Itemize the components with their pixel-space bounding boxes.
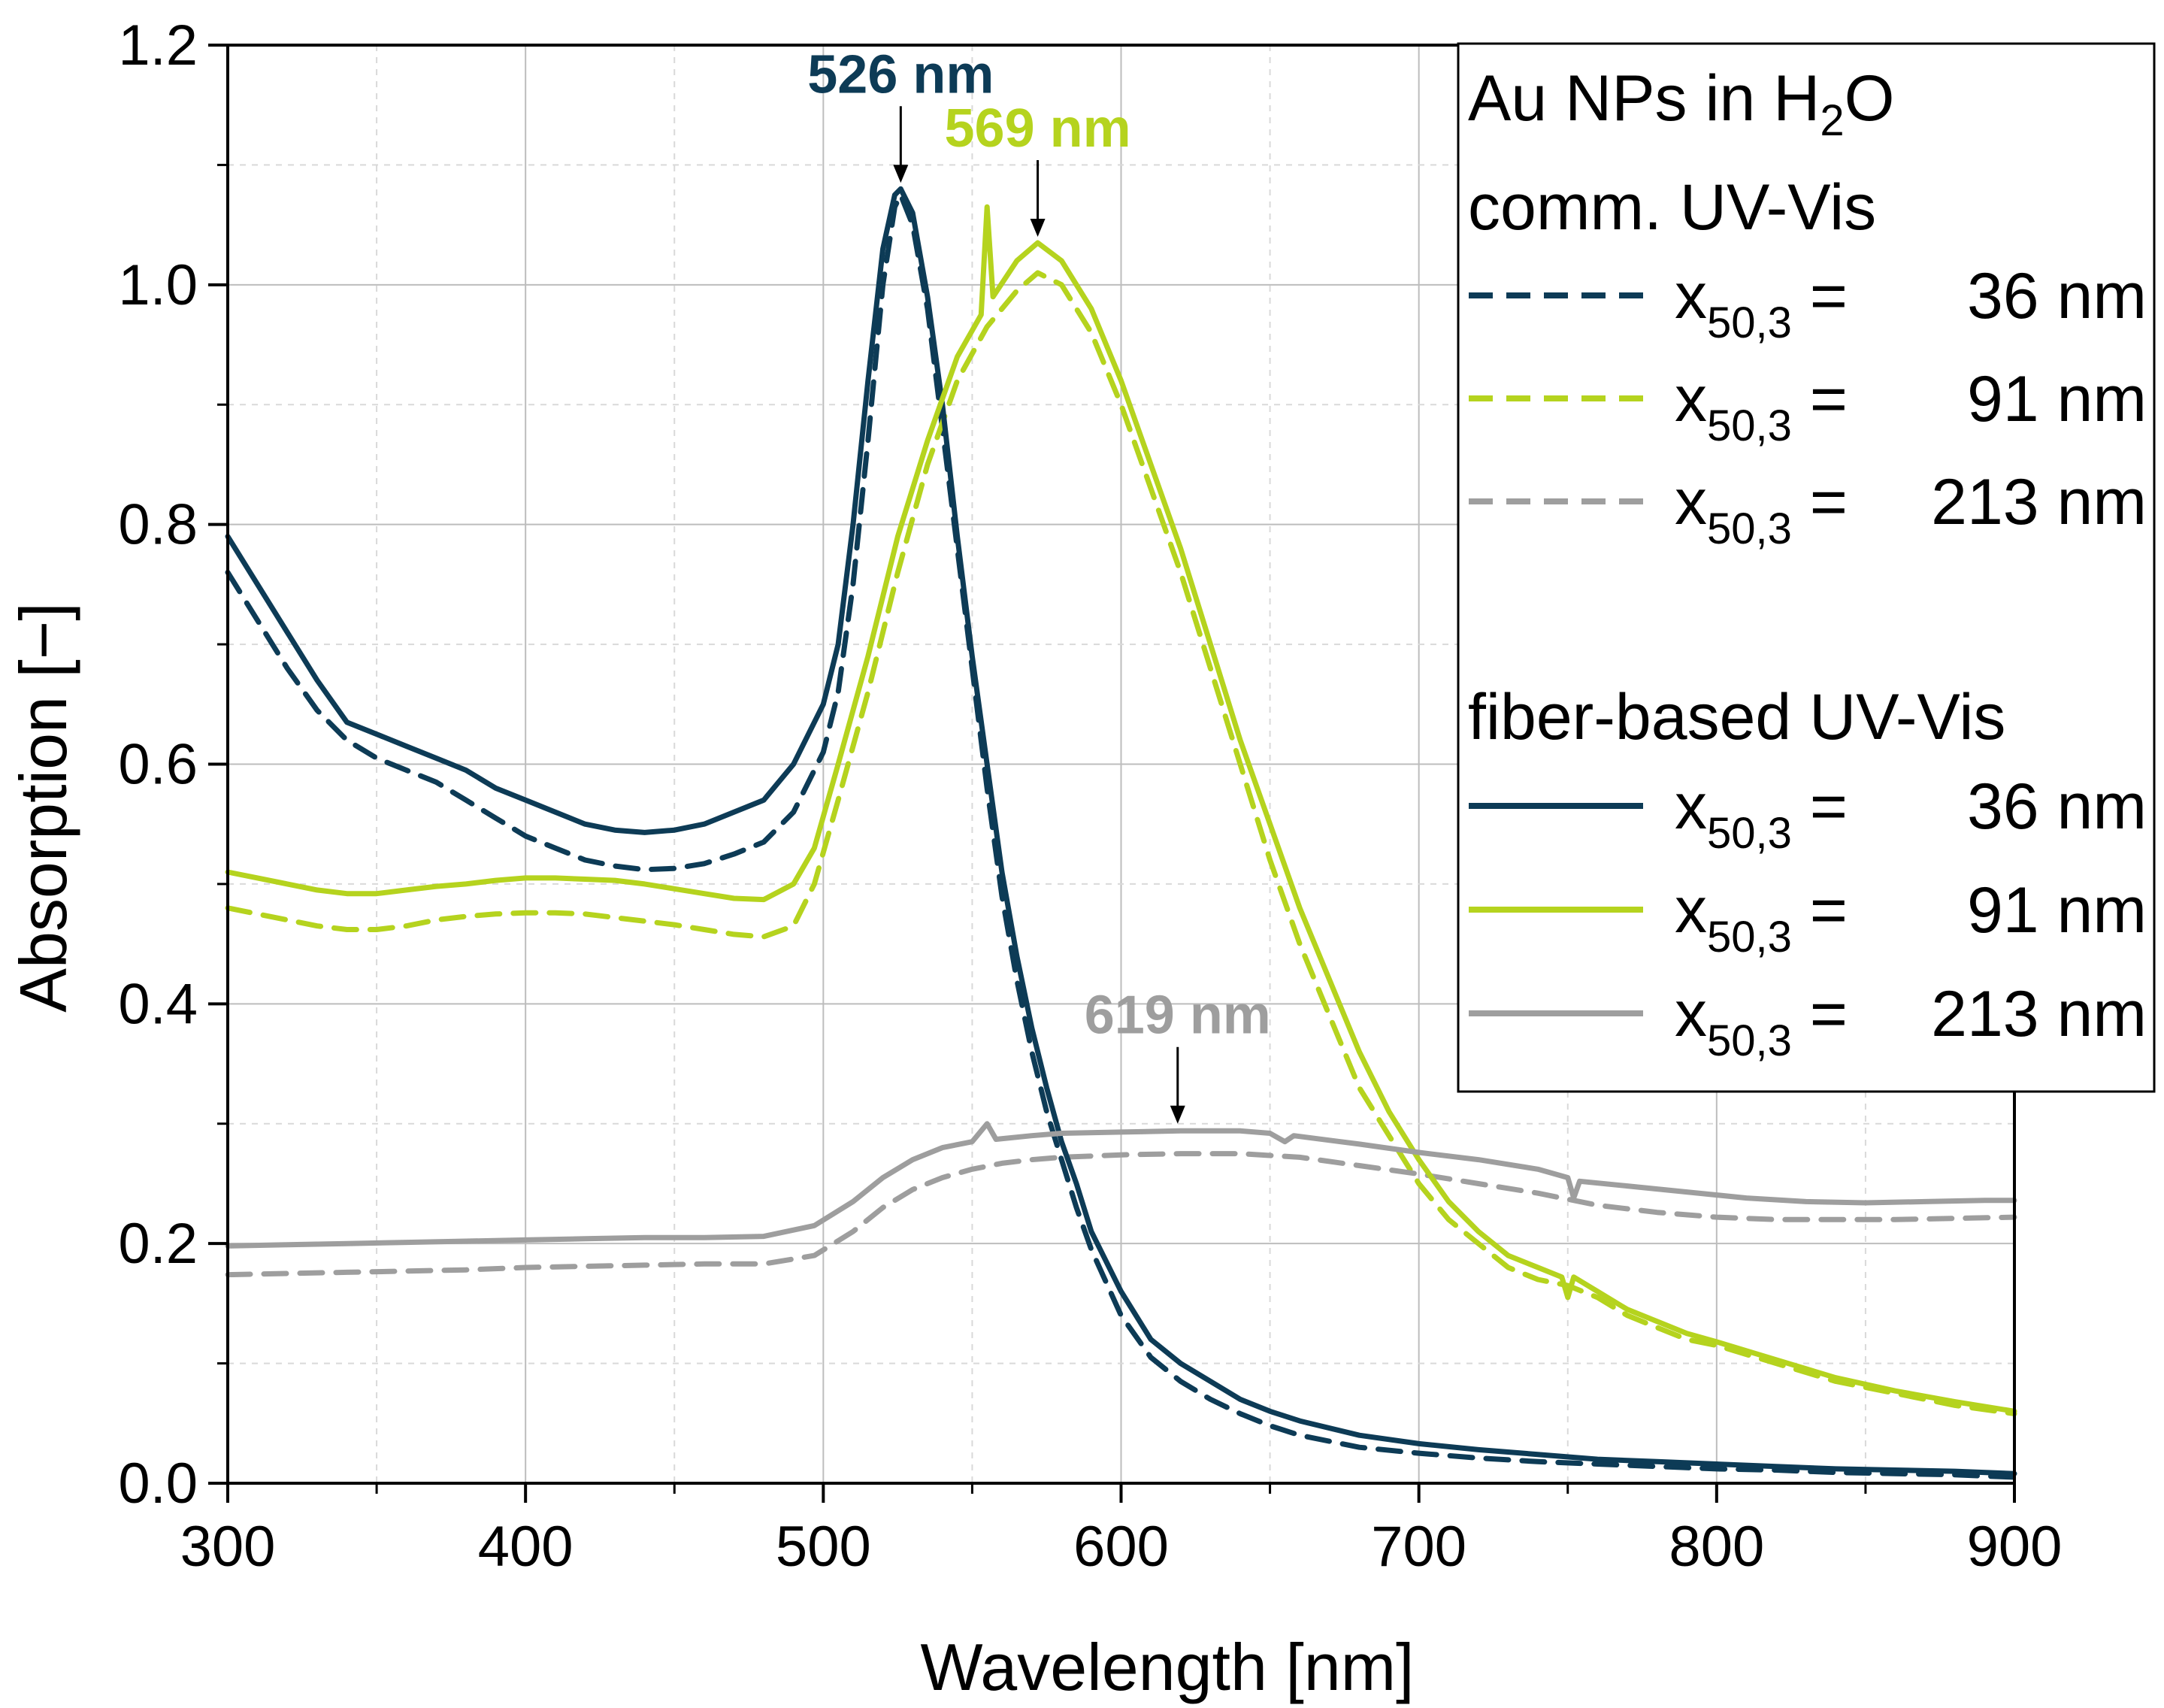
legend-group1-title-subscript: 2 [1820, 96, 1844, 145]
plot-series [225, 186, 2017, 1480]
legend-box [1457, 42, 2156, 1093]
legend-entry-value: 36 nm [1967, 771, 2147, 843]
y-tick-label: 1.0 [118, 253, 198, 317]
legend-group1-title: Au NPs in H2O [1468, 62, 1895, 145]
annotation-label: 619 nm [1085, 986, 1271, 1046]
series-line-fiber-5 [225, 1121, 2017, 1249]
x-tick-label: 500 [776, 1515, 871, 1579]
y-tick-label: 0.0 [118, 1452, 198, 1516]
series-line-comm-1 [225, 270, 2017, 1416]
legend-entry-label: x50,3 = [1675, 978, 1848, 1065]
legend-entry-value: 213 nm [1931, 466, 2147, 538]
legend-group1-title-main: Au NPs in H [1468, 62, 1820, 135]
legend-group1-title-end: O [1845, 62, 1895, 135]
legend-entry-label: x50,3 = [1675, 363, 1848, 450]
x-axis-label: Wavelength [nm] [920, 1630, 1414, 1704]
legend-entries: x50,3 = 36 nm x50,3 = 91 nm x50,3 = 213 nm x50… [1469, 260, 2147, 1065]
axis-ticks: 300 400 500 600 700 800 900 0.0 0.2 0.4 0.6 0.8 1.0 1… [118, 14, 2062, 1579]
legend-entry-value: 91 nm [1967, 363, 2147, 435]
legend-entry-label: x50,3 = [1675, 771, 1848, 858]
x-tick-label: 600 [1073, 1515, 1169, 1579]
legend-entry-value: 91 nm [1967, 874, 2147, 946]
y-tick-label: 1.2 [118, 14, 198, 77]
series-line-comm-2 [225, 1151, 2017, 1278]
y-tick-label: 0.2 [118, 1212, 198, 1276]
y-tick-label: 0.4 [118, 972, 198, 1036]
annotation-arrowhead [1030, 219, 1046, 238]
legend-entry-label: x50,3 = [1675, 874, 1848, 962]
x-tick-label: 700 [1371, 1515, 1466, 1579]
series-line-fiber-4 [225, 204, 2017, 1414]
y-tick-label: 0.8 [118, 493, 198, 557]
legend-group1-subtitle: comm. UV-Vis [1468, 171, 1876, 244]
legend-entry-label: x50,3 = [1675, 260, 1848, 347]
legend: Au NPs in H2O comm. UV-Vis fiber-based U… [1457, 42, 2156, 1093]
legend-entry-label: x50,3 = [1675, 466, 1848, 553]
x-tick-label: 900 [1967, 1515, 2063, 1579]
legend-entry-value: 213 nm [1931, 978, 2147, 1050]
legend-group2-title: fiber-based UV-Vis [1468, 681, 2005, 753]
x-tick-label: 300 [180, 1515, 276, 1579]
x-tick-label: 400 [478, 1515, 574, 1579]
annotation-label: 569 nm [945, 98, 1131, 159]
annotation-arrowhead [1170, 1105, 1185, 1124]
y-tick-label: 0.6 [118, 733, 198, 797]
legend-entry-value: 36 nm [1967, 260, 2147, 332]
y-axis-label: Absorption [−] [6, 602, 80, 1012]
annotation-label: 526 nm [807, 44, 994, 104]
annotation-arrowhead [893, 165, 909, 183]
x-tick-label: 800 [1669, 1515, 1764, 1579]
